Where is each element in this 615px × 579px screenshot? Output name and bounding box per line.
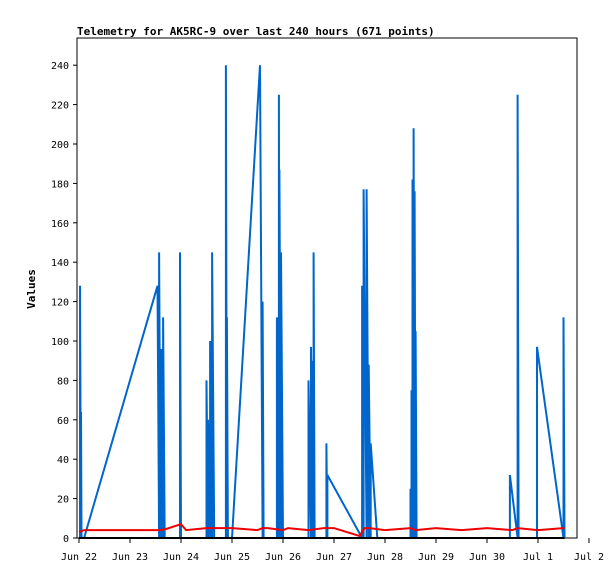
x-tick-label: Jul 1: [523, 552, 553, 563]
series-line-1: [78, 523, 565, 538]
series-layer: [78, 65, 566, 539]
x-tick-label: Jun 24: [163, 552, 199, 563]
x-tick-label: Jun 27: [316, 552, 352, 563]
y-tick-label: 20: [57, 495, 69, 506]
y-tick-label: 100: [51, 337, 69, 348]
x-tick-label: Jun 22: [61, 552, 97, 563]
y-tick-label: 220: [51, 101, 69, 112]
x-tick-label: Jun 25: [214, 552, 250, 563]
axes-layer: 0 20 40 60 80 100 120 140 160 180 200 220 240 Jun 22 J…: [51, 61, 604, 563]
y-tick-label: 120: [51, 298, 69, 309]
y-tick-label: 240: [51, 61, 69, 72]
x-tick-label: Jun 30: [469, 552, 505, 563]
y-tick-label: 180: [51, 179, 69, 190]
y-tick-label: 200: [51, 140, 69, 151]
y-axis-label: Values: [25, 269, 38, 309]
y-tick-label: 80: [57, 376, 69, 387]
y-tick-label: 60: [57, 416, 69, 427]
y-tick-label: 0: [63, 534, 69, 545]
x-tick-label: Jun 29: [418, 552, 454, 563]
y-tick-label: 40: [57, 455, 69, 466]
x-tick-label: Jun 23: [112, 552, 148, 563]
y-tick-label: 140: [51, 258, 69, 269]
x-tick-label: Jul 2: [574, 552, 604, 563]
x-tick-label: Jun 28: [367, 552, 403, 563]
y-tick-label: 160: [51, 219, 69, 230]
x-tick-label: Jun 26: [265, 552, 301, 563]
chart-title: Telemetry for AK5RC-9 over last 240 hour…: [77, 25, 435, 38]
